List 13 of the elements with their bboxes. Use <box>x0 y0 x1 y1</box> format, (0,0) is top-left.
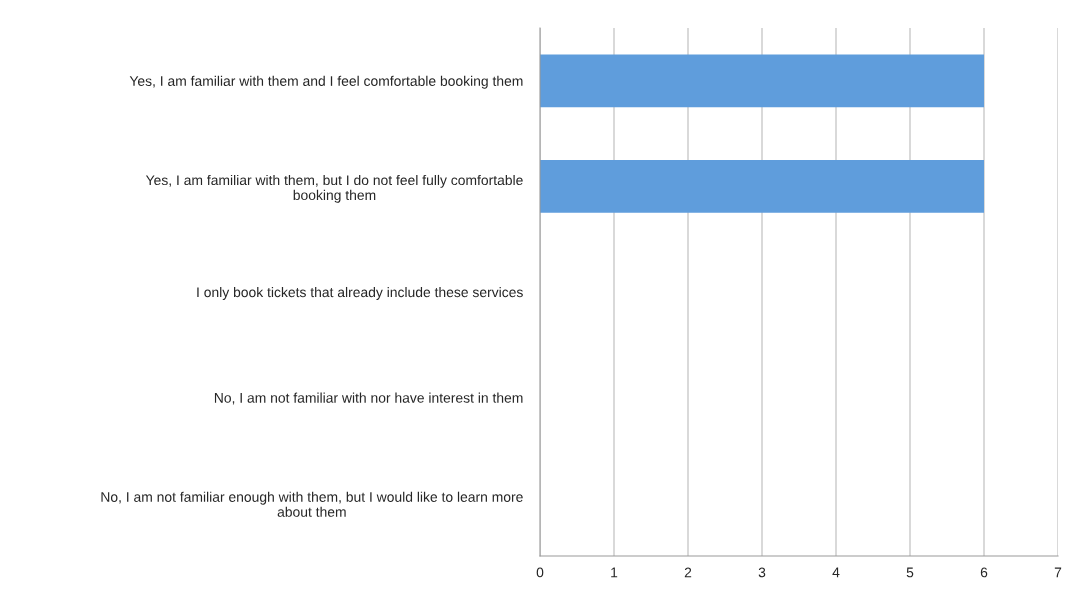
y-tick-label: Yes, I am familiar with them, but I do not feel fully comfortable booking them <box>145 174 523 203</box>
x-tick-label: 5 <box>906 567 914 578</box>
y-tick-label: No, I am not familiar enough with them, but I would like to learn more about them <box>101 491 523 517</box>
x-tick-label: 3 <box>758 567 766 578</box>
x-tick-label: 7 <box>1054 567 1062 578</box>
x-tick-label: 2 <box>684 567 692 578</box>
y-tick-label: Yes, I am familiar with them and I feel comfortable booking them <box>129 75 523 89</box>
y-tick-label: I only book tickets that already include these services <box>197 286 523 300</box>
x-tick-label: 4 <box>832 567 840 578</box>
x-tick-label: 1 <box>611 567 618 578</box>
y-tick-label: No, I am not familiar with nor have interest in them <box>214 392 523 405</box>
x-tick-label: 0 <box>536 567 544 578</box>
x-tick-label: 6 <box>980 567 988 578</box>
